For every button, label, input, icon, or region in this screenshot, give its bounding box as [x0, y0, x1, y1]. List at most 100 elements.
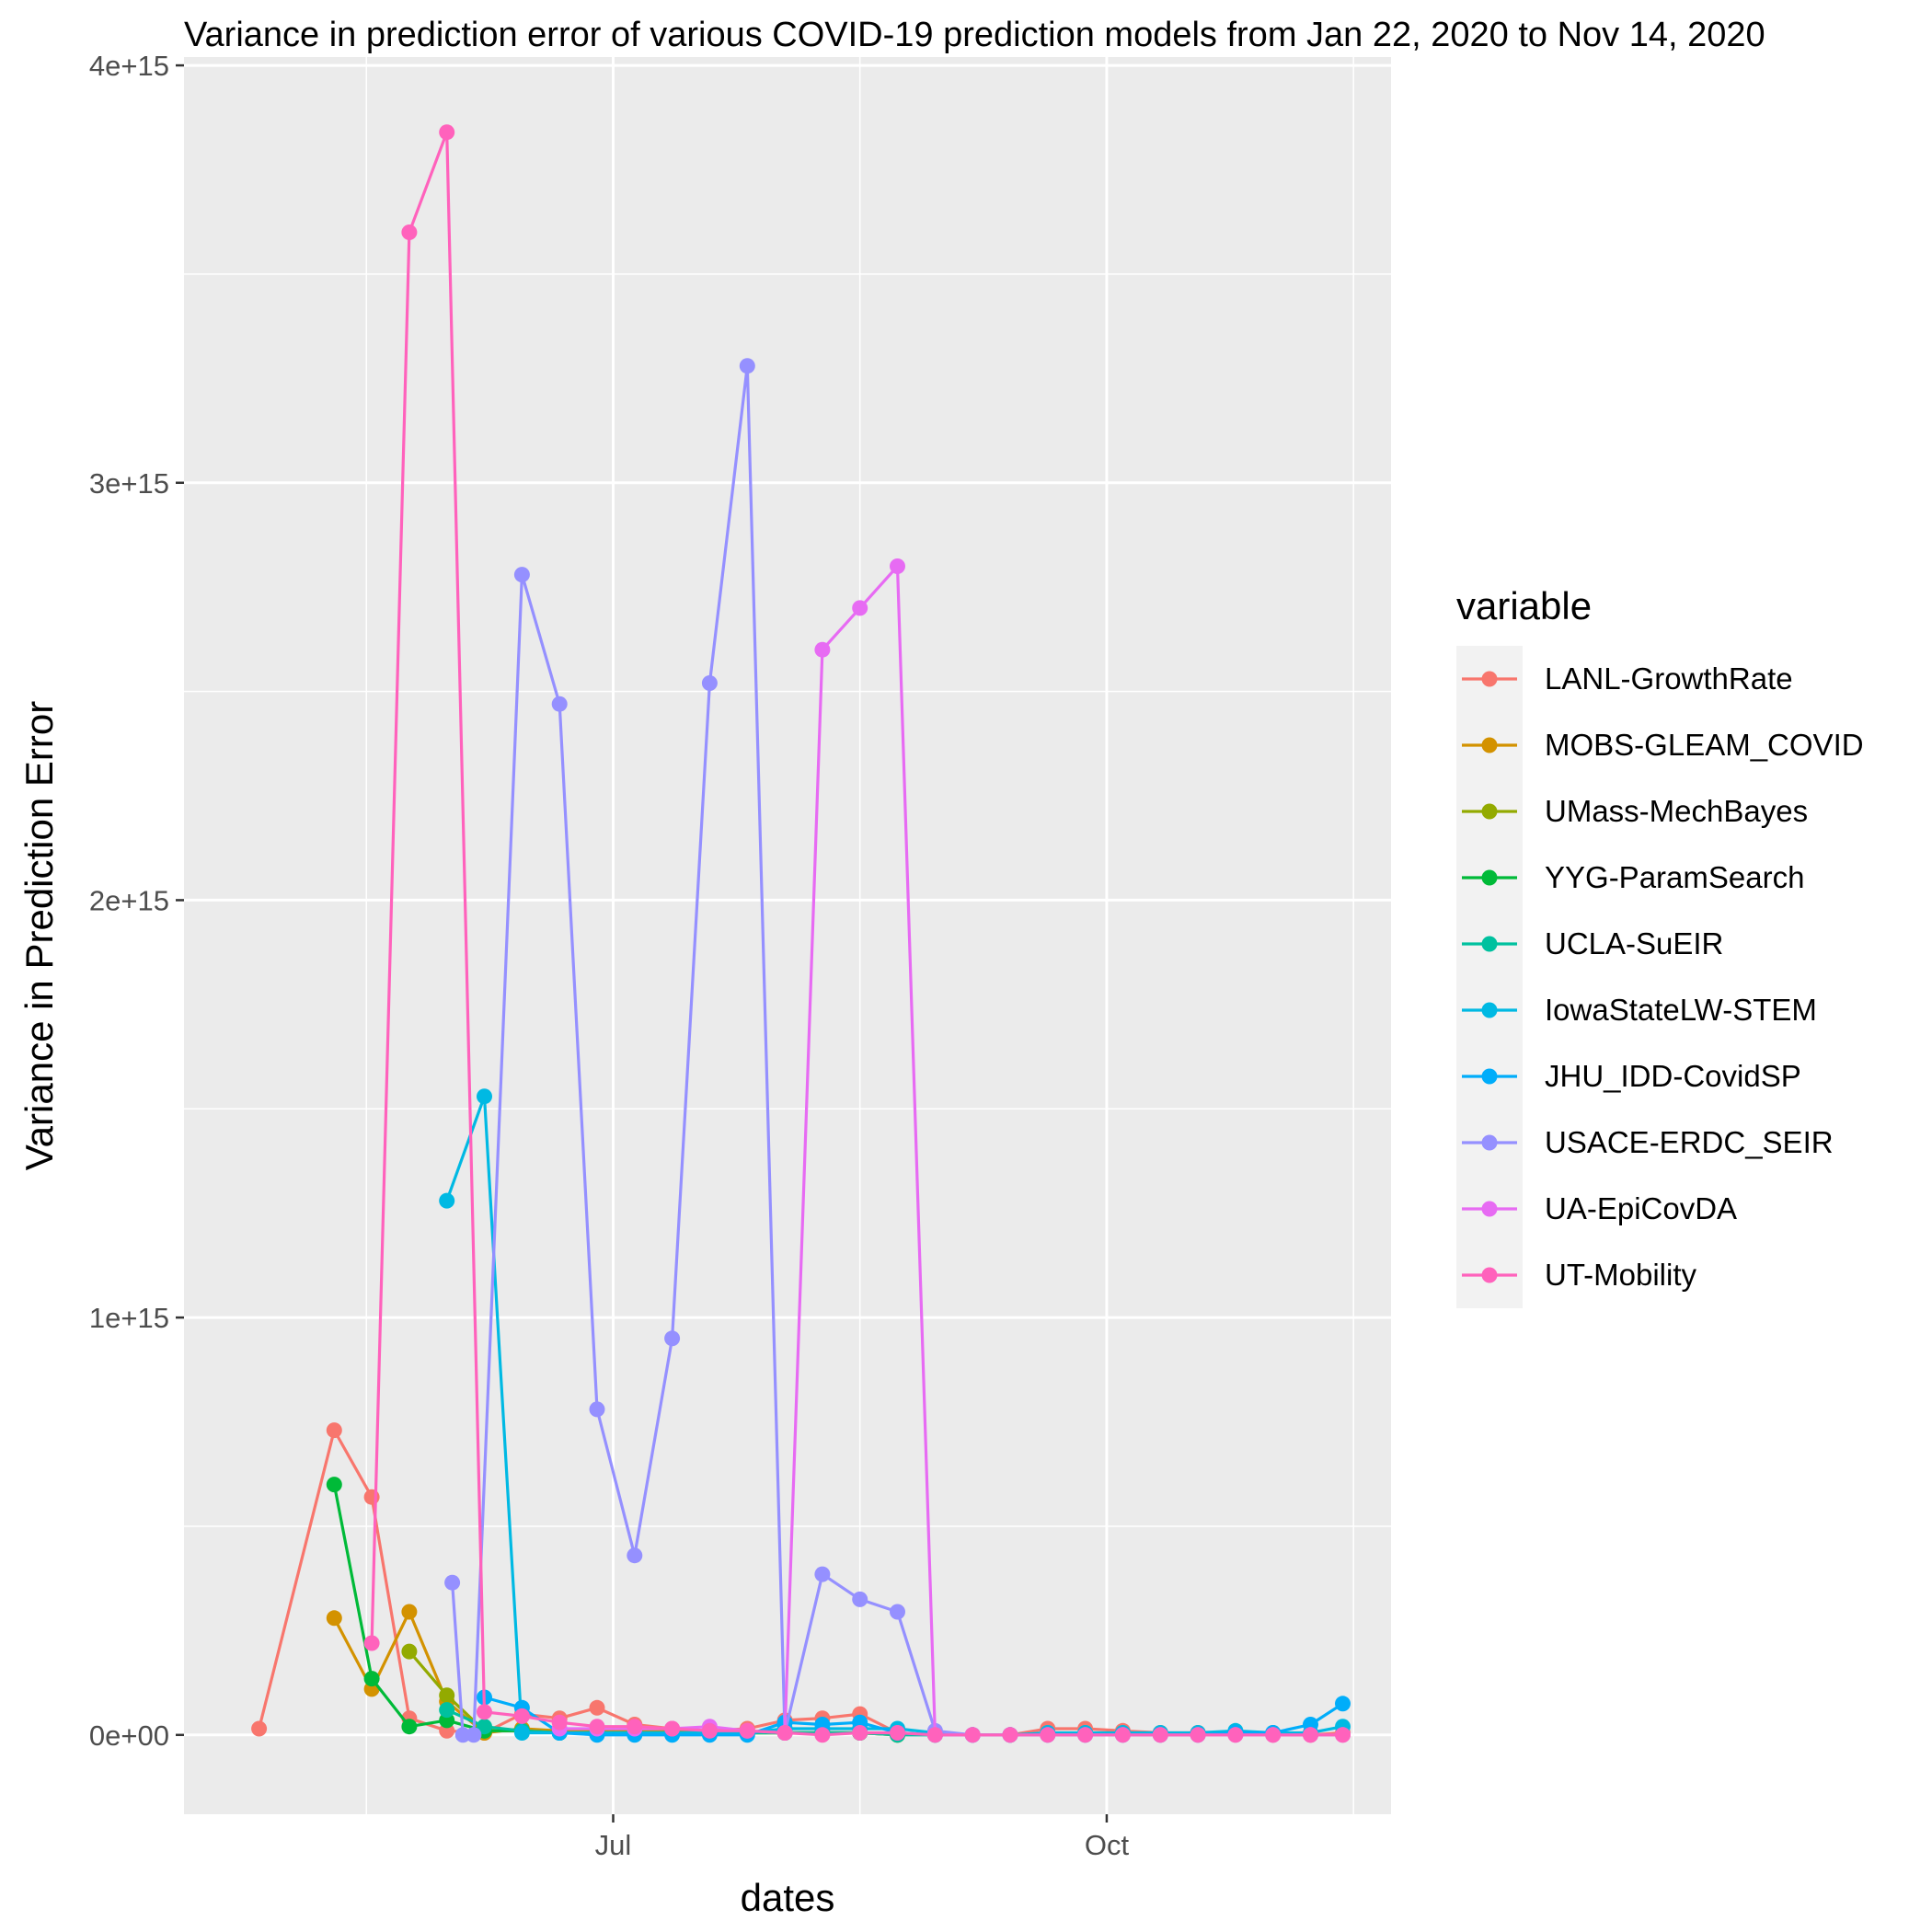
axis-layer: 0e+00 1e+15 2e+15 3e+15 4e+15 Jul Oct [89, 50, 1130, 1861]
data-point [439, 124, 455, 141]
y-tick-label: 2e+15 [89, 884, 169, 916]
legend-label: IowaStateLW-STEM [1545, 993, 1817, 1027]
data-point [664, 1330, 681, 1347]
data-point [814, 641, 831, 658]
data-point [439, 1687, 455, 1704]
data-point [739, 358, 755, 374]
data-point [664, 1720, 681, 1737]
data-point [513, 1708, 530, 1724]
data-point [513, 1725, 530, 1741]
legend-label: LANL-GrowthRate [1545, 661, 1793, 696]
data-point [890, 558, 905, 574]
data-point [439, 1192, 455, 1209]
data-point [444, 1574, 461, 1591]
data-point [1114, 1727, 1131, 1743]
legend-title: variable [1456, 584, 1592, 627]
legend-key-point [1481, 803, 1498, 820]
data-point [401, 1719, 418, 1735]
data-point [363, 1671, 380, 1687]
data-point [852, 600, 868, 616]
data-point [701, 675, 718, 691]
data-point [1265, 1727, 1282, 1743]
data-point [326, 1477, 342, 1493]
series-line [451, 364, 973, 1737]
data-point [701, 1722, 718, 1739]
legend-item: LANL-GrowthRate [1462, 661, 1793, 696]
y-tick-label: 0e+00 [89, 1719, 169, 1752]
chart-title: Variance in prediction error of various … [184, 16, 1765, 54]
y-axis-title: Variance in Prediction Error [17, 701, 61, 1170]
data-point [1002, 1727, 1018, 1743]
data-point [814, 1566, 831, 1582]
legend-items: LANL-GrowthRate MOBS-GLEAM_COVID UMass-Mec… [1456, 646, 1864, 1308]
data-point [1152, 1727, 1168, 1743]
data-point [1077, 1727, 1094, 1743]
data-point [627, 1719, 643, 1735]
y-tick-label: 1e+15 [89, 1302, 169, 1334]
legend-key-point [1481, 671, 1498, 687]
data-point [477, 1704, 492, 1720]
legend-key-point [1481, 1068, 1498, 1085]
data-point [401, 1604, 418, 1620]
legend: variable LANL-GrowthRate MOBS-GLEAM_COVID… [1456, 584, 1864, 1308]
data-point [589, 1401, 605, 1418]
data-point [1303, 1727, 1318, 1743]
data-point [890, 1725, 905, 1741]
x-tick-label: Jul [595, 1829, 632, 1861]
legend-label: MOBS-GLEAM_COVID [1545, 728, 1864, 762]
data-point [466, 1727, 482, 1743]
data-point [589, 1719, 605, 1735]
legend-item: UCLA-SuEIR [1462, 926, 1723, 960]
legend-key-point [1481, 936, 1498, 952]
data-point [326, 1610, 342, 1627]
legend-label: UT-Mobility [1545, 1258, 1697, 1292]
legend-label: YYG-ParamSearch [1545, 860, 1804, 894]
legend-key-background [1456, 646, 1523, 1308]
data-point [251, 1720, 268, 1737]
data-point [890, 1604, 905, 1620]
data-point [326, 1422, 342, 1439]
x-axis-title: dates [741, 1876, 835, 1919]
legend-item: UT-Mobility [1462, 1258, 1697, 1292]
legend-key-point [1481, 869, 1498, 886]
series-USACE-ERDC_SEIR [444, 358, 981, 1743]
data-point [454, 1727, 471, 1743]
y-tick-label: 3e+15 [89, 467, 169, 500]
series-UT-Mobility [363, 124, 1351, 1743]
data-point [739, 1722, 755, 1739]
legend-key-point [1481, 737, 1498, 753]
legend-item: IowaStateLW-STEM [1462, 993, 1817, 1027]
data-point [401, 224, 418, 240]
data-point [551, 1714, 568, 1731]
series-layer [251, 124, 1351, 1743]
data-point [1040, 1727, 1056, 1743]
data-point [1335, 1727, 1351, 1743]
data-point [1190, 1727, 1206, 1743]
legend-key-point [1481, 1267, 1498, 1283]
data-point [1335, 1696, 1351, 1712]
legend-item: MOBS-GLEAM_COVID [1462, 728, 1864, 762]
legend-item: JHU_IDD-CovidSP [1462, 1059, 1801, 1093]
grid-layer [184, 57, 1391, 1814]
data-point [814, 1727, 831, 1743]
legend-label: UMass-MechBayes [1545, 794, 1808, 828]
legend-key-point [1481, 1201, 1498, 1217]
x-tick-label: Oct [1085, 1829, 1130, 1861]
data-point [439, 1702, 455, 1719]
legend-item: UA-EpiCovDA [1462, 1191, 1737, 1225]
data-point [589, 1699, 605, 1716]
data-point [551, 696, 568, 712]
legend-label: UA-EpiCovDA [1545, 1191, 1737, 1225]
data-point [627, 1547, 643, 1564]
legend-label: UCLA-SuEIR [1545, 926, 1723, 960]
data-point [477, 1088, 492, 1105]
data-point [852, 1591, 868, 1607]
data-point [852, 1725, 868, 1741]
legend-item: UMass-MechBayes [1462, 794, 1808, 828]
data-point [1227, 1727, 1244, 1743]
legend-item: YYG-ParamSearch [1462, 860, 1804, 894]
data-point [513, 567, 530, 583]
data-point [964, 1727, 981, 1743]
legend-item: USACE-ERDC_SEIR [1462, 1125, 1834, 1159]
